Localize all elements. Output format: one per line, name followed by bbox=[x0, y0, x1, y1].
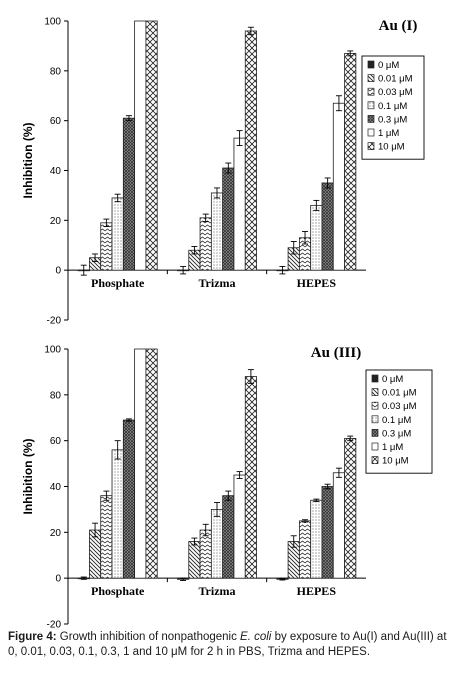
legend: 0 μM 0.01 μM 0.03 μM 0.1 μM 0.3 μM 1 μM 10 μM bbox=[361, 55, 425, 160]
legend-entry: 0.3 μM bbox=[378, 114, 407, 125]
bar bbox=[199, 217, 212, 271]
bar bbox=[199, 529, 212, 579]
y-axis-label: Inhibition (%) bbox=[21, 123, 35, 199]
y-tick-label: -20 bbox=[47, 316, 62, 327]
legend-entry: 1 μM bbox=[378, 128, 399, 139]
legend-entry: 0.01 μM bbox=[382, 388, 417, 399]
legend-swatch bbox=[371, 442, 379, 451]
x-category-label: HEPES bbox=[297, 276, 337, 290]
bar bbox=[321, 182, 334, 271]
legend-swatch bbox=[371, 415, 379, 424]
y-tick-label: 40 bbox=[50, 482, 62, 493]
bar bbox=[145, 348, 158, 579]
bar bbox=[111, 197, 124, 271]
x-category-label: Trizma bbox=[198, 584, 235, 598]
y-tick-label: -20 bbox=[47, 620, 62, 631]
legend-entry: 0 μM bbox=[382, 374, 403, 385]
caption-text-after: by exposure to Au(I) and Au(III) at 0, 0… bbox=[8, 631, 447, 658]
bar bbox=[188, 541, 201, 579]
bar bbox=[100, 495, 113, 579]
legend-swatch bbox=[367, 101, 375, 110]
legend-swatch bbox=[367, 87, 375, 96]
chart-au-i: -20 0 20 40 60 80 100 Inhibition (%) Au (I) Phosp… bbox=[21, 17, 425, 327]
legend-swatch bbox=[367, 128, 375, 137]
bar bbox=[210, 192, 224, 271]
bar bbox=[244, 30, 257, 271]
legend-swatch bbox=[367, 115, 375, 123]
legend-swatch bbox=[371, 401, 379, 410]
bar bbox=[310, 499, 323, 579]
figure-caption: Figure 4: Growth inhibition of nonpathog… bbox=[8, 630, 450, 660]
caption-species: E. coli bbox=[240, 631, 272, 643]
bar bbox=[111, 449, 124, 579]
bar bbox=[122, 419, 136, 579]
bar bbox=[344, 437, 357, 579]
bar bbox=[210, 509, 224, 579]
x-category-label: Trizma bbox=[198, 276, 235, 290]
y-tick-label: 20 bbox=[50, 216, 62, 227]
legend-entry: 0.1 μM bbox=[378, 101, 407, 112]
legend-swatch bbox=[367, 74, 375, 82]
legend-entry: 0.01 μM bbox=[378, 74, 413, 85]
legend-entry: 0.3 μM bbox=[382, 428, 411, 439]
bar bbox=[222, 495, 235, 579]
legend: 0 μM 0.01 μM 0.03 μM 0.1 μM 0.3 μM 1 μM 10 μM bbox=[365, 369, 433, 474]
bar bbox=[244, 376, 257, 579]
legend-swatch bbox=[367, 142, 375, 150]
y-tick-label: 0 bbox=[55, 266, 61, 277]
y-tick-label: 0 bbox=[55, 574, 61, 585]
chart-title: Au (I) bbox=[379, 18, 418, 34]
legend-entry: 10 μM bbox=[382, 456, 409, 467]
y-tick-label: 100 bbox=[44, 17, 61, 28]
bar bbox=[134, 348, 147, 579]
bar bbox=[344, 52, 357, 271]
bar bbox=[222, 167, 235, 271]
bar bbox=[134, 20, 147, 271]
bar bbox=[321, 486, 334, 579]
y-tick-label: 20 bbox=[50, 528, 62, 539]
caption-text-before: Growth inhibition of nonpathogenic bbox=[56, 631, 241, 643]
figure-charts: -20 0 20 40 60 80 100 Inhibition (%) Au (I) Phosp… bbox=[21, 17, 433, 631]
legend-entry: 0 μM bbox=[378, 60, 399, 71]
bar bbox=[332, 102, 345, 271]
y-tick-label: 60 bbox=[50, 116, 62, 127]
y-tick-label: 100 bbox=[44, 345, 61, 356]
bar bbox=[233, 137, 246, 271]
legend-box bbox=[361, 55, 425, 160]
legend-entry: 10 μM bbox=[378, 142, 405, 153]
y-tick-label: 40 bbox=[50, 166, 62, 177]
y-tick-label: 60 bbox=[50, 436, 62, 447]
bar bbox=[145, 20, 158, 271]
bar bbox=[233, 474, 246, 579]
bar bbox=[100, 222, 113, 271]
chart-au-iii: -20 0 20 40 60 80 100 Inhibition (%) Au (III) Pho… bbox=[21, 345, 433, 631]
chart-title: Au (III) bbox=[311, 345, 361, 361]
legend-swatch bbox=[371, 429, 379, 437]
legend-entry: 0.03 μM bbox=[378, 87, 413, 98]
y-axis-label: Inhibition (%) bbox=[21, 439, 35, 515]
legend-entry: 1 μM bbox=[382, 442, 403, 453]
legend-swatch bbox=[371, 388, 379, 396]
legend-swatch bbox=[367, 60, 375, 69]
x-category-label: HEPES bbox=[297, 584, 337, 598]
y-tick-label: 80 bbox=[50, 390, 62, 401]
bar bbox=[122, 117, 136, 271]
bar bbox=[298, 520, 312, 579]
y-tick-label: 80 bbox=[50, 66, 62, 77]
caption-label: Figure 4: bbox=[8, 631, 57, 643]
legend-entry: 0.03 μM bbox=[382, 401, 417, 412]
legend-entry: 0.1 μM bbox=[382, 415, 411, 426]
legend-swatch bbox=[371, 456, 379, 464]
x-category-label: Phosphate bbox=[91, 276, 145, 290]
legend-swatch bbox=[371, 374, 379, 383]
bar bbox=[332, 472, 345, 579]
x-category-label: Phosphate bbox=[91, 584, 145, 598]
bar bbox=[310, 204, 323, 271]
